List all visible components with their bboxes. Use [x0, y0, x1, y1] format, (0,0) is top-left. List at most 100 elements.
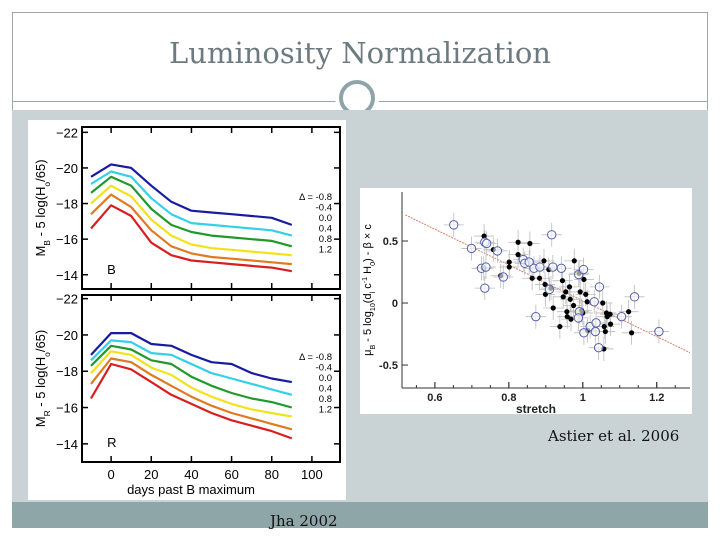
legend-label: 1.2 [319, 245, 332, 256]
ylabel-segment: -1 [361, 277, 369, 283]
data-point-open [535, 262, 545, 272]
data-point-filled [515, 252, 521, 258]
y-tick-label: −14 [56, 268, 78, 283]
slide-title: Luminosity Normalization [169, 36, 551, 70]
data-point-open [591, 318, 601, 328]
ylabel-segment: - 5 log(H [33, 187, 48, 240]
light-curve-line-delta--0.4 [90, 170, 293, 237]
ylabel-segment: 0 [369, 262, 377, 266]
data-point-open [573, 313, 584, 323]
ylabel-segment: o [42, 352, 52, 357]
legend-label: 0.8 [319, 394, 332, 405]
ylabel-segment: /65) [33, 159, 48, 181]
data-point-filled [566, 284, 573, 290]
data-point-filled [481, 233, 487, 239]
legend-value: 1.2 [319, 405, 332, 416]
data-point-open [578, 264, 589, 275]
legend-label: -0.4 [316, 203, 332, 214]
data-point-open [481, 262, 491, 272]
light-curve-line-delta-0.0 [90, 175, 293, 248]
data-point-filled [529, 275, 535, 281]
ylabel-segment: R [42, 410, 52, 416]
y-tick-label: −14 [56, 437, 78, 452]
ylabel-segment: (d [362, 293, 374, 303]
data-point-filled [564, 314, 570, 320]
stretch-scatter-svg: 0.6 0.8 1 1.2 0.5 0 -0.5 stretch μB - 5 log10(dl… [361, 192, 691, 416]
ylabel-segment: μ [362, 350, 374, 356]
y-tick-label: −22 [56, 125, 78, 140]
light-curve-line-delta--0.8 [90, 163, 293, 226]
data-point-open [492, 246, 503, 256]
data-point-filled [584, 299, 590, 305]
ylabel-segment: H [362, 266, 374, 277]
light-curve-svg: −22−20−18−16−14Δ = -0.8-0.40.00.40.81.2B… [33, 125, 341, 497]
legend-label: 0.0 [319, 213, 332, 224]
data-point-filled [602, 328, 608, 335]
data-point-filled [607, 311, 613, 317]
data-point-filled [550, 305, 556, 311]
x-tick-label: 80 [265, 467, 279, 482]
ylabel-segment: - 5 log(H [33, 357, 48, 410]
light-curve-line-delta--0.8 [90, 332, 292, 384]
x-tick-label: 60 [224, 467, 238, 482]
data-point-open [480, 283, 490, 293]
light-curve-line-delta-1.2 [90, 204, 292, 273]
ylabel-segment: M [33, 246, 48, 257]
legend-label: -0.4 [316, 363, 332, 374]
data-point-filled [536, 275, 543, 281]
data-point-filled [527, 240, 533, 247]
data-point-open [544, 284, 555, 295]
y-axis-label: μB - 5 log10(dl c-1 H0) - β × c [361, 224, 377, 356]
y-axis-label: MR - 5 log(Ho/65) [33, 330, 52, 428]
legend-value: 0.8 [319, 394, 332, 405]
data-point-filled [568, 316, 574, 322]
legend-label: 0.8 [319, 234, 332, 245]
ylabel-segment: c [362, 283, 374, 292]
data-point-open [449, 220, 459, 230]
light-curve-line-delta-0.0 [90, 344, 293, 409]
y-tick-label: -0.5 [379, 360, 398, 372]
y-tick-label: −20 [56, 161, 78, 176]
x-tick-label: 1 [580, 392, 586, 404]
x-tick-label: 0.6 [427, 392, 442, 404]
plot-frame [81, 126, 341, 290]
band-label: R [107, 435, 116, 450]
ylabel-segment: B [369, 345, 377, 350]
right-credit: Astier et al. 2006 [548, 427, 680, 445]
footer-bar [12, 502, 708, 528]
data-point-open [629, 292, 640, 302]
y-axis-label: MB - 5 log(Ho/65) [33, 159, 52, 256]
data-point-open [548, 262, 558, 272]
data-point-open [579, 328, 589, 338]
data-point-filled [541, 258, 547, 264]
ylabel-segment: - 5 log [362, 311, 374, 345]
light-curve-line-delta-1.2 [90, 362, 293, 440]
ylabel-segment: ) - β × c [362, 224, 374, 262]
left-credit: Jha 2002 [270, 512, 338, 530]
legend-label: 0.4 [319, 224, 332, 235]
y-tick-label: −18 [56, 364, 78, 379]
data-point-filled [506, 259, 512, 265]
plot-frame [81, 294, 341, 463]
legend-value: -0.4 [316, 363, 332, 374]
x-tick-label: 0.8 [501, 392, 516, 404]
data-point-open [590, 326, 601, 337]
fit-line [405, 214, 691, 354]
ylabel-segment: /65) [33, 330, 48, 352]
light-curve-line-delta-0.8 [90, 193, 292, 266]
light-curve-figure: −22 −20 −18 −16 −14 Δ = -0.8 -0.4 0.0 0.4 0.8 1.2 B… [28, 120, 346, 500]
data-point-open [481, 238, 492, 249]
data-point-filled [557, 323, 563, 330]
data-point-open [531, 311, 541, 322]
x-tick-label: 20 [144, 467, 158, 482]
data-point-filled [564, 309, 570, 315]
legend-label: 0.4 [319, 384, 332, 395]
ylabel-segment: 10 [369, 303, 377, 311]
data-point-filled [563, 289, 569, 295]
light-curve-line-delta-0.4 [90, 184, 292, 257]
legend-value: -0.4 [316, 203, 332, 214]
data-point-open [593, 342, 604, 353]
legend-value: 0.8 [319, 234, 332, 245]
legend-value: 0.4 [319, 224, 332, 235]
y-tick-label: 0 [392, 298, 398, 310]
